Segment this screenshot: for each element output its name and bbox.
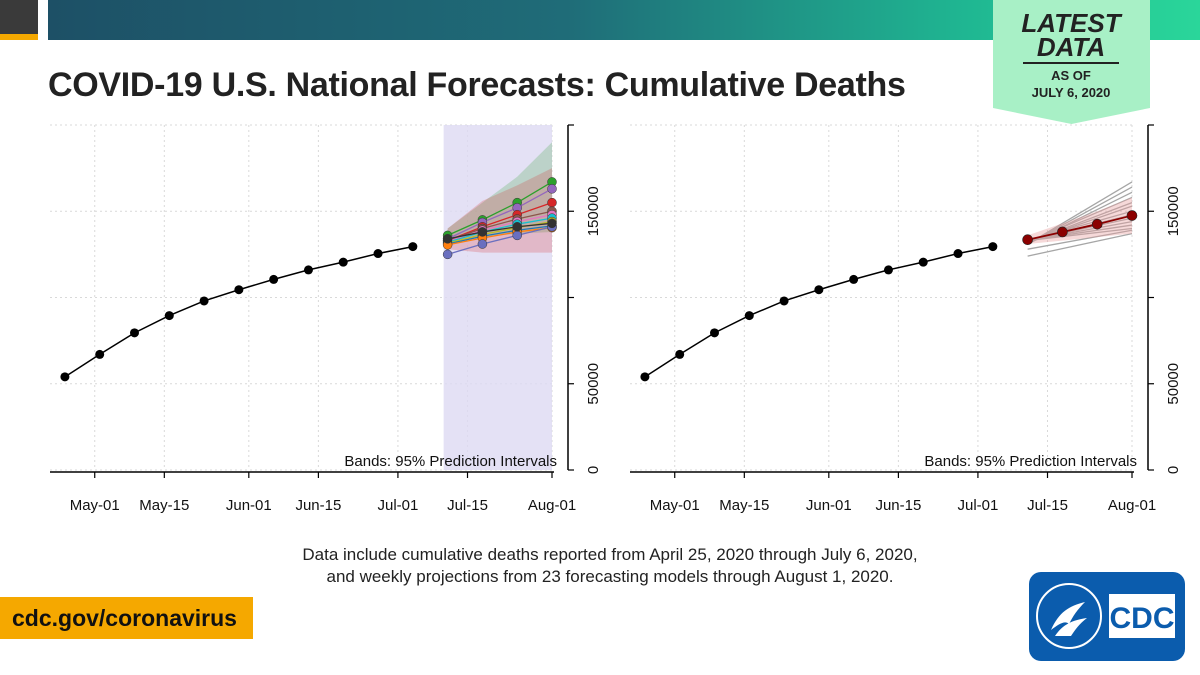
- observed-deaths-point: [883, 265, 893, 275]
- x-tick-label: May-01: [70, 497, 120, 514]
- data-caption: Data include cumulative deaths reported …: [240, 544, 980, 588]
- model-forecast-point: [547, 184, 557, 194]
- model-forecast-line: [1027, 233, 1133, 257]
- model-forecast-point: [477, 239, 488, 249]
- x-tick-label: Jun-15: [295, 497, 341, 514]
- model-forecast-line: [447, 225, 553, 245]
- observed-deaths-point: [640, 372, 650, 382]
- ensemble-forecast-point: [1126, 210, 1138, 221]
- cdc-wordmark: CDC: [1110, 602, 1175, 635]
- cdc-wordmark-box: [1109, 594, 1175, 638]
- observed-deaths-point: [953, 249, 963, 259]
- caption-line-2: and weekly projections from 23 forecasti…: [326, 567, 894, 586]
- left-chart-panel: May-01 May-15 Jun-01 Jun-15 Jul-01 Jul-15 Aug-…: [50, 124, 602, 514]
- ensemble-forecast-point: [1091, 218, 1103, 230]
- model-forecast-line: [447, 226, 553, 246]
- model-forecast-point: [512, 230, 522, 241]
- x-tick-label: Jul-01: [377, 497, 418, 514]
- model-forecast-line: [1027, 196, 1133, 243]
- ensemble-forecast-point: [1057, 226, 1068, 238]
- model-forecast-point: [547, 218, 557, 229]
- ensemble-forecast-point: [1022, 234, 1033, 246]
- observed-deaths-line: [64, 245, 413, 378]
- model-forecast-line: [447, 210, 553, 242]
- observed-deaths-point: [918, 257, 928, 267]
- model-forecast-line: [1027, 229, 1133, 250]
- x-tick-label: Jul-15: [447, 497, 488, 514]
- y-tick-label: 150000: [585, 186, 602, 236]
- model-forecast-point: [442, 234, 453, 244]
- forecast-charts: May-01 May-15 Jun-01 Jun-15 Jul-01 Jul-15 Aug-…: [50, 124, 1182, 514]
- observed-deaths-point: [373, 249, 383, 259]
- model-forecast-line: [447, 222, 553, 240]
- observed-deaths-point: [199, 296, 209, 306]
- x-tick-label: Aug-01: [1108, 497, 1156, 514]
- observed-deaths-point: [269, 274, 279, 284]
- observed-deaths-point: [234, 285, 244, 295]
- observed-deaths-point: [988, 242, 998, 252]
- observed-deaths-point: [709, 328, 719, 338]
- model-forecast-line: [447, 226, 553, 255]
- observed-deaths-point: [303, 265, 313, 275]
- observed-deaths-point: [779, 296, 789, 306]
- observed-deaths-point: [675, 349, 685, 359]
- y-tick-label: 150000: [1165, 186, 1182, 236]
- bands-annotation: Bands: 95% Prediction Intervals: [344, 453, 557, 470]
- banner-corner-block: [0, 0, 38, 40]
- x-tick-label: Jul-01: [957, 497, 998, 514]
- x-tick-label: Jun-15: [875, 497, 921, 514]
- model-forecast-line: [447, 217, 553, 243]
- model-forecast-point: [512, 222, 522, 232]
- observed-deaths-point: [129, 328, 139, 338]
- observed-deaths-line: [644, 245, 993, 378]
- x-tick-label: Aug-01: [528, 497, 576, 514]
- model-forecast-line: [1027, 227, 1133, 242]
- observed-deaths-point: [814, 285, 824, 295]
- model-forecast-line: [447, 181, 553, 236]
- page-title: COVID-19 U.S. National Forecasts: Cumula…: [48, 66, 906, 104]
- model-forecast-line: [447, 188, 553, 240]
- bands-annotation: Bands: 95% Prediction Intervals: [924, 453, 1137, 470]
- model-forecast-point: [547, 197, 557, 208]
- y-tick-label: 0: [1165, 466, 1182, 474]
- banner-corner-accent: [0, 34, 38, 40]
- badge-line-as-of: AS OF: [1051, 68, 1091, 83]
- model-forecast-line: [1027, 181, 1133, 245]
- x-tick-label: Jun-01: [806, 497, 852, 514]
- badge-line-date: JULY 6, 2020: [1032, 85, 1111, 100]
- x-tick-label: Jul-15: [1027, 497, 1068, 514]
- y-tick-label: 50000: [585, 363, 602, 405]
- observed-deaths-point: [408, 242, 418, 252]
- model-forecast-point: [477, 227, 488, 237]
- observed-deaths-point: [60, 372, 70, 382]
- latest-data-badge: LATEST DATA AS OF JULY 6, 2020: [993, 0, 1150, 124]
- observed-deaths-point: [95, 349, 105, 359]
- observed-deaths-point: [338, 257, 348, 267]
- badge-line-data: DATA: [1037, 32, 1105, 62]
- x-tick-label: May-15: [139, 497, 189, 514]
- observed-deaths-point: [164, 311, 174, 321]
- x-tick-label: May-01: [650, 497, 700, 514]
- observed-deaths-point: [744, 311, 754, 321]
- forecast-period-shading: [443, 125, 552, 470]
- y-tick-label: 0: [585, 466, 602, 474]
- model-forecast-point: [442, 249, 453, 260]
- y-tick-label: 50000: [1165, 363, 1182, 405]
- cdc-website-link[interactable]: cdc.gov/coronavirus: [0, 597, 253, 639]
- right-chart-panel: May-01 May-15 Jun-01 Jun-15 Jul-01 Jul-15 Aug-…: [630, 124, 1182, 514]
- cdc-logo: CDC: [1029, 572, 1185, 661]
- caption-line-1: Data include cumulative deaths reported …: [302, 545, 918, 564]
- model-forecast-line: [447, 202, 553, 242]
- ensemble-prediction-band: [1027, 197, 1132, 245]
- x-tick-label: May-15: [719, 497, 769, 514]
- badge-line-latest: LATEST: [1021, 8, 1122, 38]
- ensemble-forecast-line: [1027, 214, 1133, 241]
- x-tick-label: Jun-01: [226, 497, 272, 514]
- observed-deaths-point: [849, 274, 859, 284]
- hhs-seal-icon: [1036, 583, 1102, 649]
